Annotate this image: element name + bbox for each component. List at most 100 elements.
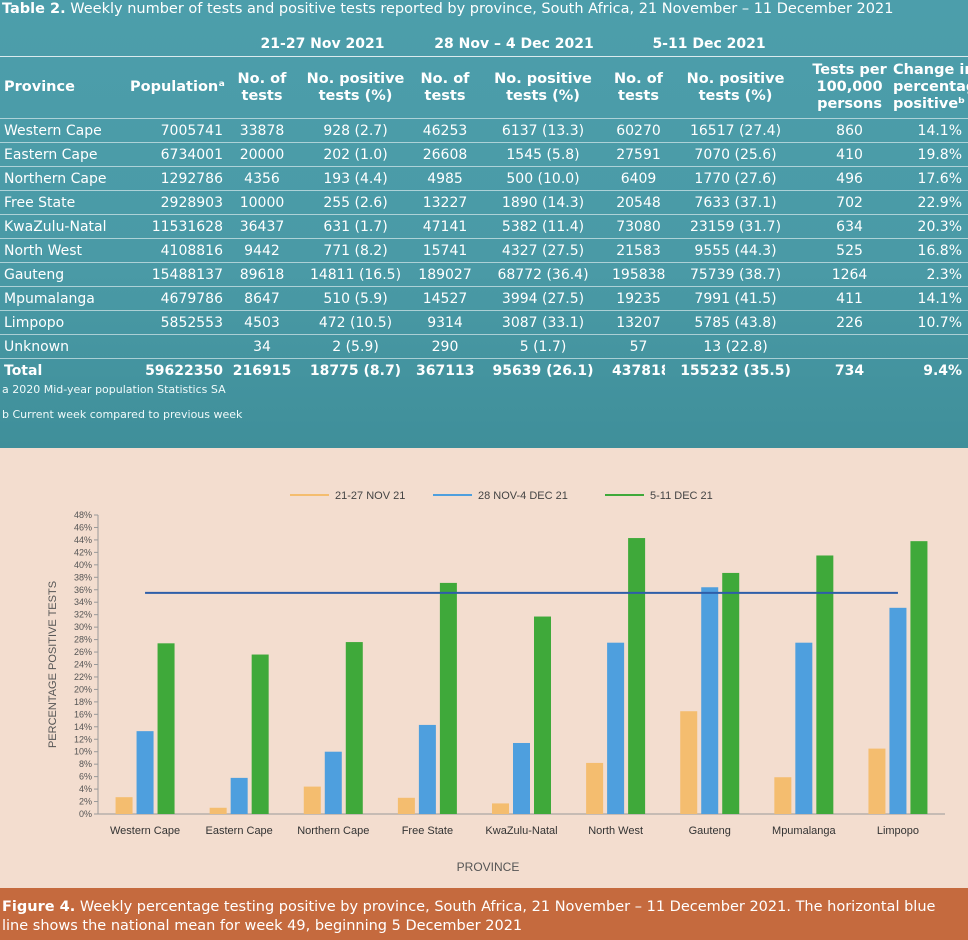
cell-tests-w1: 89618 <box>229 262 295 287</box>
cell-population: 15488137 <box>130 262 229 287</box>
cell-positive-w2: 6137 (13.3) <box>474 118 613 143</box>
cell-tests-w2: 9314 <box>416 310 475 335</box>
bar-1 <box>586 762 604 814</box>
cell-tests-w2: 14527 <box>416 286 475 311</box>
x-tick-label: Western Cape <box>110 825 180 837</box>
cell-tests-w2: 4985 <box>416 166 475 191</box>
caption-text: Weekly percentage testing positive by pr… <box>2 899 936 934</box>
cell-tests-w1: 33878 <box>229 118 295 143</box>
table-row: Gauteng 15488137 89618 14811 (16.5) 189027 68… <box>0 262 968 287</box>
cell-positive-w3: 13 (22.8) <box>665 334 807 359</box>
legend-label-3: 5-11 DEC 21 <box>650 490 713 502</box>
y-tick-label: 8% <box>79 759 92 769</box>
chart-panel: 21-27 NOV 21 28 NOV-4 DEC 21 5-11 DEC 21 0%… <box>0 448 968 888</box>
header-positive-w3: No. positive tests (%) <box>665 56 807 119</box>
cell-positive-w3: 7070 (25.6) <box>665 142 807 167</box>
header-positive-w2: No. positive tests (%) <box>474 56 613 119</box>
cell-province: North West <box>0 238 130 263</box>
y-tick-label: 22% <box>74 672 92 682</box>
y-tick-label: 0% <box>79 809 92 819</box>
cell-change: 16.8% <box>893 238 968 263</box>
cell-change: 20.3% <box>893 214 968 239</box>
bar-2 <box>607 642 625 814</box>
cell-tests-w2: 189027 <box>416 262 475 287</box>
x-tick-label: Northern Cape <box>297 825 369 837</box>
cell-change: 2.3% <box>893 262 968 287</box>
bar-3 <box>251 654 269 814</box>
cell-positive-w1: 928 (2.7) <box>295 118 417 143</box>
table-title: Table 2. Weekly number of tests and posi… <box>2 1 893 17</box>
table-row: Unknown 34 2 (5.9) 290 5 (1.7) 57 13 (22.8) <box>0 334 968 359</box>
cell-positive-w3: 7633 (37.1) <box>665 190 807 215</box>
cell-positive-w1: 193 (4.4) <box>295 166 417 191</box>
cell-change: 22.9% <box>893 190 968 215</box>
cell-change: 14.1% <box>893 286 968 311</box>
cell-tests-w3: 13207 <box>612 310 666 335</box>
cell-tests-w1: 4503 <box>229 310 295 335</box>
cell-positive-w3: 1770 (27.6) <box>665 166 807 191</box>
x-tick-label: Limpopo <box>877 825 919 837</box>
cell-population: 5852553 <box>130 310 229 335</box>
cell-tests-w1: 10000 <box>229 190 295 215</box>
cell-tests-per-100k: 525 <box>806 238 894 263</box>
cell-positive-w2: 5 (1.7) <box>474 334 613 359</box>
bar-2 <box>889 607 907 814</box>
y-tick-label: 46% <box>74 522 92 532</box>
cell-tests-per-100k: 411 <box>806 286 894 311</box>
cell-positive-w1: 771 (8.2) <box>295 238 417 263</box>
cell-tests-w3: 27591 <box>612 142 666 167</box>
y-tick-label: 18% <box>74 697 92 707</box>
y-tick-label: 10% <box>74 747 92 757</box>
cell-province: Total <box>4 362 43 379</box>
bar-1 <box>680 711 698 814</box>
cell-population: 6734001 <box>130 142 229 167</box>
header-tests-w1: No. of tests <box>229 56 295 119</box>
cell-positive-w3: 23159 (31.7) <box>665 214 807 239</box>
bar-3 <box>910 541 928 814</box>
bar-2 <box>324 751 342 814</box>
y-tick-label: 4% <box>79 784 92 794</box>
cell-positive-w2: 4327 (27.5) <box>474 238 613 263</box>
footnote-a: a 2020 Mid-year population Statistics SA <box>2 383 226 396</box>
table-row: Western Cape 7005741 33878 928 (2.7) 46253 61… <box>0 118 968 143</box>
bar-3 <box>439 582 457 814</box>
cell-positive-w2: 95639 (26.1) <box>492 362 594 379</box>
cell-tests-w3: 57 <box>612 334 666 359</box>
table-header-row: Province Populationᵃ No. of tests No. pos… <box>0 56 968 119</box>
y-tick-label: 16% <box>74 709 92 719</box>
table-row: North West 4108816 9442 771 (8.2) 15741 4327 … <box>0 238 968 263</box>
bar-2 <box>418 724 436 814</box>
cell-province: Mpumalanga <box>0 286 130 311</box>
cell-population: 4108816 <box>130 238 229 263</box>
cell-province: Northern Cape <box>0 166 130 191</box>
cell-positive-w3: 9555 (44.3) <box>665 238 807 263</box>
cell-tests-w1: 4356 <box>229 166 295 191</box>
y-tick-label: 40% <box>74 560 92 570</box>
cell-tests-per-100k: 702 <box>806 190 894 215</box>
x-tick-label: Eastern Cape <box>206 825 273 837</box>
cell-tests-w1: 36437 <box>229 214 295 239</box>
cell-tests-per-100k: 634 <box>806 214 894 239</box>
y-tick-label: 44% <box>74 535 92 545</box>
header-province: Province <box>0 56 130 119</box>
cell-positive-w1: 2 (5.9) <box>295 334 417 359</box>
header-population: Populationᵃ <box>130 56 229 119</box>
bar-3 <box>157 643 175 814</box>
legend-label-1: 21-27 NOV 21 <box>335 490 405 502</box>
table-row: Eastern Cape 6734001 20000 202 (1.0) 26608 15… <box>0 142 968 167</box>
legend-label-2: 28 NOV-4 DEC 21 <box>478 490 568 502</box>
cell-change: 9.4% <box>923 362 963 379</box>
x-axis-title: PROVINCE <box>457 860 520 874</box>
header-tests-per-100k: Tests per 100,000 persons <box>806 56 894 119</box>
cell-tests-w3: 20548 <box>612 190 666 215</box>
table-panel: Table 2. Weekly number of tests and posi… <box>0 0 968 448</box>
cell-tests-per-100k <box>806 334 894 359</box>
x-tick-label: Free State <box>402 825 453 837</box>
y-tick-label: 26% <box>74 647 92 657</box>
y-tick-label: 42% <box>74 547 92 557</box>
cell-positive-w2: 68772 (36.4) <box>474 262 613 287</box>
cell-positive-w1: 510 (5.9) <box>295 286 417 311</box>
bar-3 <box>534 616 551 814</box>
y-tick-label: 24% <box>74 660 92 670</box>
cell-tests-w2: 290 <box>416 334 475 359</box>
